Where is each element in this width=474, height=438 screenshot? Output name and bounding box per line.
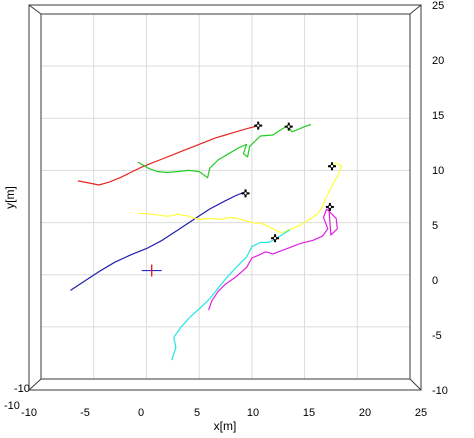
end-marker-hub (273, 236, 278, 241)
x-tick-label: -5 (80, 407, 90, 419)
depth-edge (28, 4, 42, 15)
x-tick-label: 25 (415, 407, 427, 419)
end-marker (284, 122, 293, 131)
end-marker-hub (256, 123, 261, 128)
series-line-5 (171, 229, 291, 361)
depth-edge (409, 378, 422, 391)
x-tick-label: 10 (247, 407, 259, 419)
x-tick-label: 0 (138, 407, 144, 419)
end-marker-hub (329, 164, 334, 169)
series-line-3 (70, 190, 247, 291)
y-axis-label: y[m] (3, 186, 17, 209)
series-line-4 (137, 162, 343, 234)
y-tick-label: 20 (432, 55, 444, 67)
x-tick-label: 5 (194, 407, 200, 419)
y-tick-labels: -10 -5 0 5 10 15 20 25 (432, 0, 448, 397)
x-axis-label: x[m] (214, 419, 237, 433)
x-tick-labels: -10 -5 0 5 10 15 20 25 (21, 407, 427, 419)
series-line-1 (77, 123, 259, 186)
back-panel (40, 13, 411, 380)
x-tick-label: 15 (303, 407, 315, 419)
y-tick-label: -5 (432, 330, 442, 342)
x-tick-label: 20 (359, 407, 371, 419)
end-marker-hub (243, 191, 248, 196)
depth-edge (409, 4, 422, 15)
y-tick-label: 0 (432, 275, 438, 287)
y-tick-label: 25 (432, 0, 444, 12)
corner-tick-labels: -10-10 (4, 383, 30, 412)
y-tick-label: 5 (432, 220, 438, 232)
end-marker (254, 121, 263, 130)
depth-edge (28, 378, 42, 391)
corner-tick-label-y: -10 (4, 400, 20, 412)
markers-group (141, 121, 336, 277)
x-tick-label: -10 (21, 407, 37, 419)
end-marker (241, 189, 250, 198)
y-tick-label: -10 (432, 385, 448, 397)
end-marker (271, 234, 280, 243)
end-marker-hub (327, 204, 332, 209)
back-panel-rect (40, 13, 411, 380)
series-line-6 (208, 206, 338, 311)
end-marker (327, 162, 336, 171)
y-tick-label: 15 (432, 110, 444, 122)
front-frame (28, 4, 422, 391)
back-frame (40, 13, 411, 380)
grid-lines (40, 13, 411, 380)
end-marker-hub (286, 124, 291, 129)
y-tick-label: 10 (432, 165, 444, 177)
end-marker (325, 202, 334, 211)
corner-tick-label-y-back: -10 (14, 383, 30, 395)
start-marker (141, 264, 162, 277)
axes-box (28, 4, 422, 391)
